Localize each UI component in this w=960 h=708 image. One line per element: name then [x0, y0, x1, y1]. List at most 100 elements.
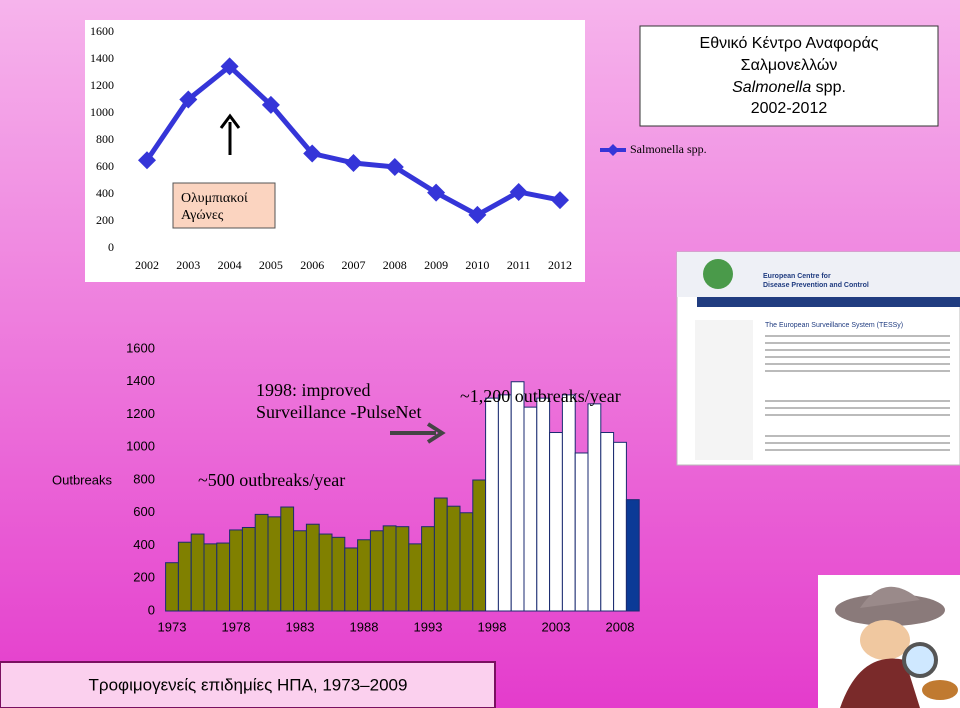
- bar: [203, 543, 218, 612]
- bar: [280, 506, 295, 612]
- bar: [446, 505, 461, 612]
- y-tick-label: 1200: [126, 406, 155, 421]
- bar: [472, 479, 487, 612]
- bar: [587, 403, 602, 612]
- x-tick-label: 2003: [542, 619, 571, 634]
- bar: [433, 497, 448, 612]
- x-tick-label: 2009: [424, 258, 448, 272]
- annotation: Surveillance -PulseNet: [256, 402, 421, 422]
- chart-title: Τροφιμογενείς επιδημίες ΗΠΑ, 1973–2009: [89, 675, 408, 694]
- annotation: ~1,200 outbreaks/year: [460, 386, 621, 406]
- title-line: Salmonella spp.: [732, 79, 846, 96]
- x-tick-label: 2006: [300, 258, 324, 272]
- y-tick-label: 1600: [126, 340, 155, 355]
- y-tick-label: 1400: [126, 373, 155, 388]
- y-tick-label: 200: [96, 213, 114, 227]
- x-tick-label: 2003: [176, 258, 200, 272]
- bar: [344, 547, 359, 612]
- x-tick-label: 1988: [350, 619, 379, 634]
- subtitle: 2002-2012: [751, 100, 828, 117]
- title-box: [639, 25, 939, 127]
- bar: [241, 526, 256, 612]
- data-marker: [303, 144, 322, 163]
- x-tick-label: 2008: [606, 619, 635, 634]
- bar: [177, 541, 192, 612]
- chart-panel: [85, 20, 585, 282]
- page-title: The European Surveillance System (TESSy): [765, 322, 903, 329]
- data-marker: [261, 95, 280, 114]
- bar: [523, 406, 538, 612]
- title-line: Εθνικό Κέντρο Αναφοράς: [700, 35, 879, 52]
- bar: [229, 529, 243, 612]
- y-tick-label: 800: [96, 132, 114, 146]
- x-tick-label: 2010: [465, 258, 489, 272]
- website-screenshot: [676, 251, 960, 466]
- bar: [485, 397, 499, 612]
- bar: [613, 441, 627, 612]
- legend-label: Salmonella spp.: [630, 142, 707, 156]
- data-marker: [138, 151, 156, 170]
- y-tick-label: 1000: [126, 439, 155, 454]
- y-tick-label: 600: [133, 504, 155, 519]
- bar: [331, 536, 346, 612]
- annotation: Αγώνες: [181, 208, 224, 223]
- x-tick-label: 2012: [548, 258, 572, 272]
- org-name: European Centre for: [763, 273, 831, 280]
- bar: [421, 526, 435, 612]
- bar: [459, 512, 474, 612]
- title-italic: Salmonella: [732, 79, 811, 96]
- bar: [305, 523, 320, 612]
- y-tick-label: 400: [133, 537, 155, 552]
- data-marker: [509, 182, 528, 201]
- legend-marker: [607, 144, 619, 156]
- y-tick-label: 1400: [90, 51, 114, 65]
- y-tick-label: 800: [133, 471, 155, 486]
- bar: [574, 452, 589, 612]
- bar: [293, 530, 307, 612]
- bar: [497, 394, 512, 612]
- y-axis-label: Outbreaks: [52, 472, 112, 487]
- bar: [165, 562, 179, 612]
- detective-image: [818, 575, 960, 708]
- data-marker: [344, 153, 363, 172]
- x-tick-label: 1973: [158, 619, 187, 634]
- bar: [561, 394, 576, 612]
- x-tick-label: 1998: [478, 619, 507, 634]
- title-suffix: spp.: [816, 79, 846, 96]
- annotation: 1998: improved: [256, 380, 371, 400]
- x-tick-label: 2008: [383, 258, 407, 272]
- bar: [600, 432, 615, 612]
- data-marker: [385, 158, 404, 176]
- bar: [536, 397, 551, 612]
- bar: [408, 543, 423, 612]
- pulsenet-arrow: [390, 422, 446, 444]
- x-tick-label: 2002: [135, 258, 159, 272]
- bar: [267, 516, 282, 612]
- data-marker: [220, 57, 239, 76]
- bar: [318, 533, 333, 612]
- bar: [510, 381, 525, 612]
- org-name: Disease Prevention and Control: [763, 282, 869, 289]
- olympics-arrow: [219, 113, 241, 155]
- y-tick-label: 200: [133, 570, 155, 585]
- bar: [625, 499, 640, 612]
- data-marker: [179, 90, 198, 109]
- y-tick-label: 400: [96, 186, 114, 200]
- x-tick-label: 2007: [342, 258, 366, 272]
- x-tick-label: 1983: [286, 619, 315, 634]
- annotation: ~500 outbreaks/year: [198, 470, 345, 490]
- bar: [254, 513, 269, 612]
- data-marker: [551, 191, 569, 210]
- y-tick-label: 0: [108, 240, 114, 254]
- bar: [190, 533, 205, 612]
- y-tick-label: 600: [96, 159, 114, 173]
- y-tick-label: 0: [148, 602, 155, 617]
- x-tick-label: 2005: [259, 258, 283, 272]
- bar: [395, 526, 410, 612]
- bar: [382, 525, 397, 612]
- y-tick-label: 1000: [90, 105, 114, 119]
- caption-box: [0, 661, 496, 708]
- annotation-box: [172, 182, 276, 229]
